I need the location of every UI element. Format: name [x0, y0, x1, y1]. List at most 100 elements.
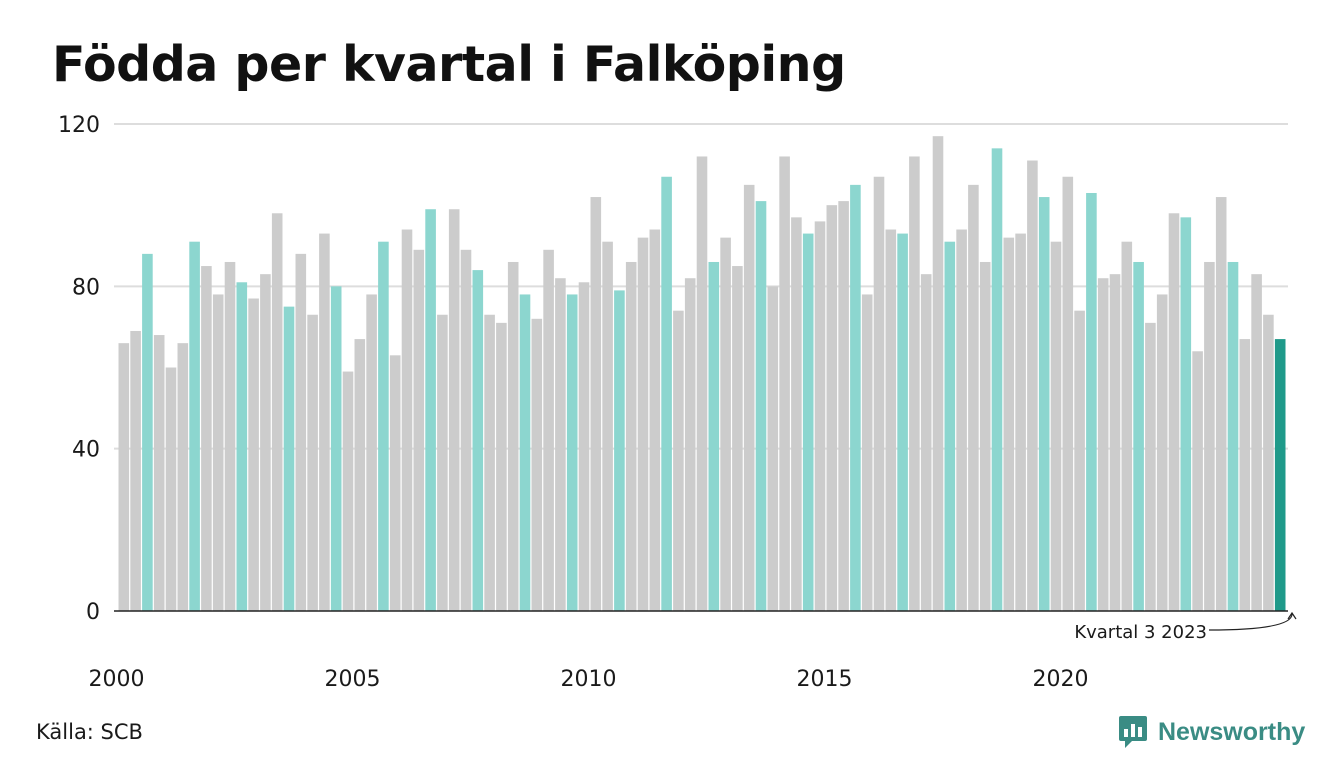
x-axis-ticks: 2000 2005 2010 2015 2020 [89, 667, 1089, 692]
bar-chart: 0 40 80 120 2000 2005 2010 2015 2020 Kvartal 3 … [58, 113, 1297, 692]
bar [1015, 233, 1026, 611]
bar [814, 221, 826, 611]
bar [1215, 197, 1227, 612]
bar [354, 339, 366, 611]
bar [802, 233, 814, 611]
bar [1097, 278, 1109, 611]
bar [767, 286, 779, 611]
bar [673, 310, 684, 611]
bar [861, 294, 873, 611]
bar [696, 156, 708, 611]
bar [1027, 160, 1038, 611]
bar [177, 343, 189, 611]
bar [991, 148, 1003, 611]
bar [201, 266, 212, 611]
x-tick-label: 2010 [561, 667, 617, 692]
bars [118, 136, 1286, 612]
annotation: Kvartal 3 2023 [1074, 611, 1297, 643]
bar [566, 294, 578, 611]
annotation-arrowhead [1287, 611, 1297, 620]
bar [1251, 274, 1262, 611]
x-tick-label: 2005 [325, 667, 381, 692]
bar [1133, 261, 1144, 611]
bar [1204, 261, 1215, 611]
bar [885, 229, 897, 611]
bar [743, 184, 755, 611]
y-axis-ticks: 0 40 80 120 [58, 113, 100, 625]
bar [236, 282, 248, 611]
bar [873, 176, 885, 611]
bar [755, 201, 767, 611]
bar [307, 314, 318, 611]
bar [1145, 322, 1156, 611]
bar [1180, 217, 1192, 611]
bar [283, 306, 295, 611]
bar [979, 261, 991, 611]
bar [708, 261, 720, 611]
bar [1038, 197, 1050, 612]
bar [944, 241, 956, 612]
bar [614, 290, 625, 611]
bar [389, 355, 401, 611]
bar [779, 156, 790, 611]
bar [507, 261, 519, 611]
bar [295, 253, 307, 611]
bar [366, 294, 377, 611]
bar [1156, 294, 1168, 611]
bar [189, 241, 200, 612]
bar [543, 249, 554, 611]
bar [791, 217, 802, 611]
bar [1074, 310, 1085, 611]
bar [578, 282, 590, 611]
bar [1192, 351, 1203, 611]
bar [1263, 314, 1274, 611]
bar [826, 205, 838, 611]
bar [968, 184, 979, 611]
bar [720, 237, 731, 611]
bar [590, 197, 602, 612]
bar [1168, 213, 1180, 612]
chart-title: Födda per kvartal i Falköping [52, 36, 846, 93]
bar [1227, 261, 1239, 611]
x-tick-label: 2020 [1033, 667, 1089, 692]
bar [909, 156, 920, 611]
x-tick-label: 2015 [797, 667, 853, 692]
bar [1050, 241, 1062, 612]
bar [378, 241, 389, 612]
bar [130, 330, 141, 611]
bar [1239, 339, 1251, 611]
bar [118, 343, 130, 611]
bar [555, 278, 566, 611]
bar [165, 367, 177, 611]
bar [153, 335, 165, 611]
y-tick-label: 120 [58, 113, 100, 138]
bar [850, 184, 861, 611]
bar [1274, 339, 1286, 611]
bar [1086, 192, 1097, 611]
bar [460, 249, 472, 611]
brand-logo[interactable]: Newsworthy [1118, 714, 1305, 750]
newsworthy-logo-icon [1119, 716, 1147, 748]
bar [342, 371, 354, 611]
bar [248, 298, 259, 611]
bar [425, 209, 436, 611]
bar [496, 322, 507, 611]
annotation-arrow [1208, 613, 1293, 631]
bar [932, 136, 944, 612]
y-tick-label: 0 [86, 600, 100, 625]
bar [413, 249, 425, 611]
bar [319, 233, 330, 611]
bar [330, 286, 342, 611]
bar [661, 176, 672, 611]
x-tick-label: 2000 [89, 667, 145, 692]
brand-name: Newsworthy [1158, 717, 1306, 746]
bar [472, 270, 484, 611]
y-tick-label: 80 [72, 275, 100, 300]
bar [224, 261, 236, 611]
bar [1062, 176, 1074, 611]
bar [920, 274, 932, 611]
bar [484, 314, 495, 611]
bar [437, 314, 448, 611]
bar [260, 274, 271, 611]
bar [602, 241, 613, 612]
